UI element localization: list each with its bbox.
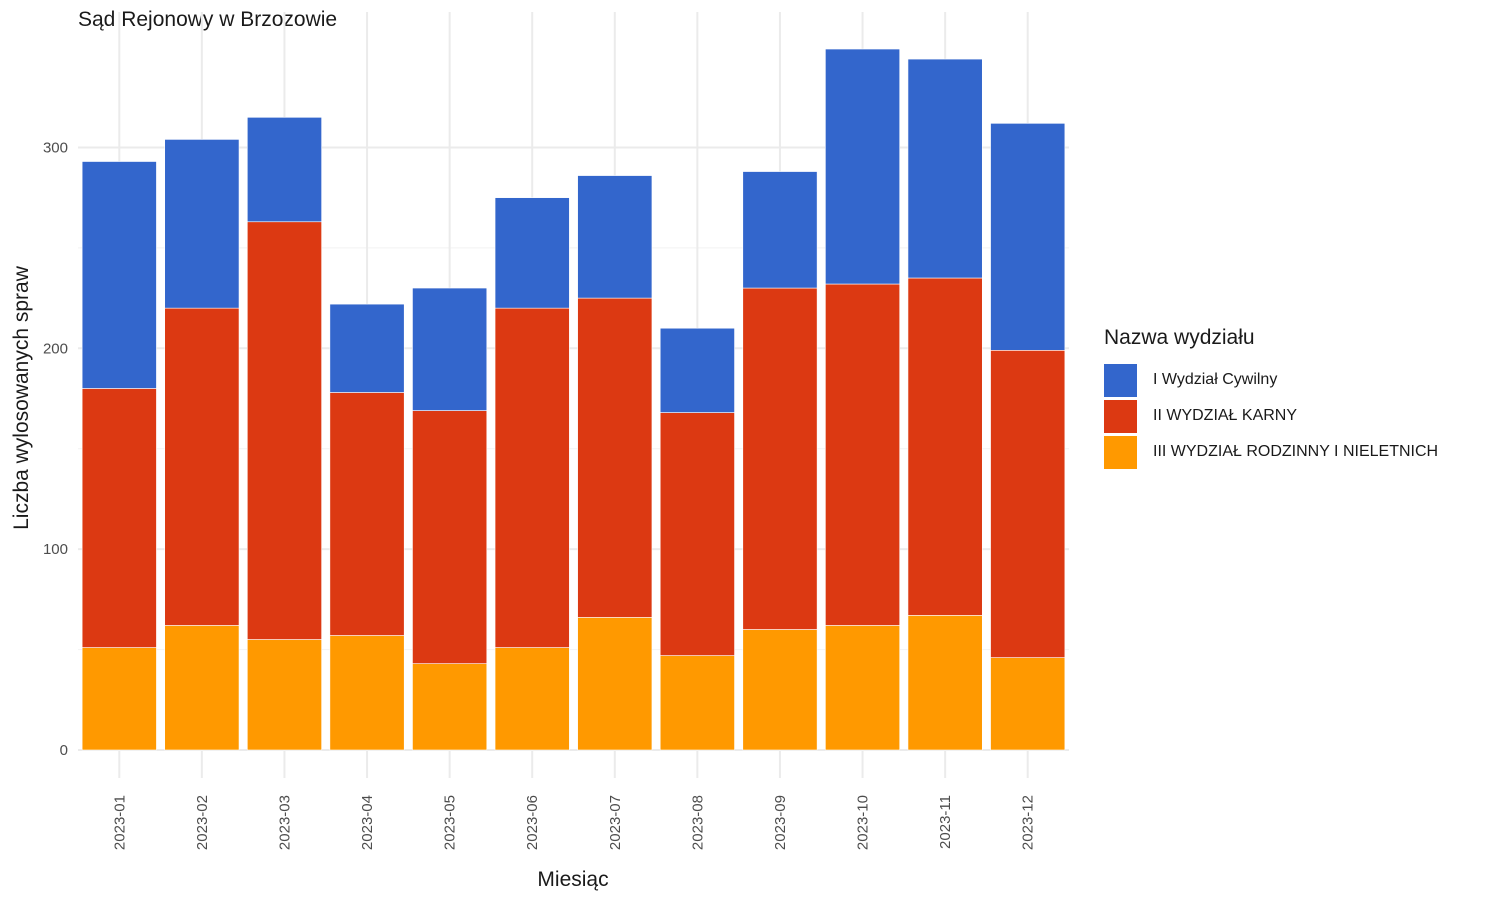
bar-segment: [659, 327, 735, 413]
bar-segment: [329, 635, 405, 751]
bar-segment: [494, 307, 570, 648]
legend-items: I Wydział Cywilny II WYDZIAŁ KARNY III WYD…: [1104, 362, 1438, 470]
bar-segment: [412, 663, 488, 751]
bar-segment: [329, 392, 405, 636]
legend: Nazwa wydziału I Wydział Cywilny II WYDZI…: [1104, 326, 1438, 470]
x-axis-ticks: 2023-01 2023-02 2023-03 2023-04 2023-05 2023-…: [111, 795, 1036, 850]
legend-item: III WYDZIAŁ RODZINNY I NIELETNICH: [1104, 434, 1438, 470]
bar-segment: [246, 639, 322, 751]
bar-segment: [164, 307, 240, 626]
x-tick-label: 2023-08: [689, 795, 706, 850]
x-tick-label: 2023-02: [194, 795, 211, 850]
x-tick-label: 2023-05: [442, 795, 459, 850]
x-tick-label: 2023-06: [524, 795, 541, 850]
chart-title: Sąd Rejonowy w Brzozowie: [78, 8, 338, 31]
bar-segment: [164, 139, 240, 309]
bar-segment: [742, 287, 818, 630]
x-axis-title: Miesiąc: [537, 868, 608, 891]
x-tick-label: 2023-03: [276, 795, 293, 850]
x-tick-label: 2023-09: [772, 795, 789, 850]
bars: [81, 48, 1066, 751]
bar-segment: [412, 287, 488, 411]
bar-segment: [577, 175, 653, 299]
legend-label: II WYDZIAŁ KARNY: [1153, 407, 1298, 424]
x-tick-label: 2023-01: [111, 795, 128, 850]
y-axis-title: Liczba wylosowanych spraw: [10, 265, 33, 530]
bar-segment: [907, 277, 983, 616]
bar-segment: [659, 655, 735, 751]
bar-segment: [412, 410, 488, 664]
legend-color-key: [1104, 435, 1137, 469]
legend-color-key: [1104, 363, 1137, 397]
legend-item: II WYDZIAŁ KARNY: [1104, 398, 1438, 434]
bar-segment: [246, 221, 322, 640]
bar-segment: [494, 197, 570, 309]
legend-title: Nazwa wydziału: [1104, 326, 1255, 349]
bar-segment: [81, 161, 157, 389]
bar-segment: [990, 657, 1066, 751]
bar-segment: [825, 625, 901, 751]
bar-segment: [81, 647, 157, 751]
x-tick-label: 2023-04: [359, 795, 376, 850]
bar-segment: [742, 629, 818, 751]
bar-segment: [494, 647, 570, 751]
bar-segment: [907, 615, 983, 751]
y-axis-ticks: 0 100 200 300: [43, 139, 68, 759]
legend-label: III WYDZIAŁ RODZINNY I NIELETNICH: [1153, 443, 1439, 460]
bar-segment: [990, 123, 1066, 351]
y-tick-label: 200: [43, 340, 68, 357]
x-tick-label: 2023-10: [855, 795, 872, 850]
legend-label: I Wydział Cywilny: [1153, 371, 1278, 388]
bar-segment: [577, 617, 653, 751]
x-tick-label: 2023-12: [1020, 795, 1037, 850]
x-tick-label: 2023-07: [607, 795, 624, 850]
bar-segment: [990, 350, 1066, 658]
y-tick-label: 300: [43, 139, 68, 156]
legend-item: I Wydział Cywilny: [1104, 362, 1438, 398]
bar-segment: [329, 303, 405, 393]
bar-segment: [907, 58, 983, 279]
bar-segment: [577, 297, 653, 618]
y-tick-label: 100: [43, 541, 68, 558]
x-tick-label: 2023-11: [937, 795, 954, 849]
bar-segment: [825, 48, 901, 285]
bar-segment: [825, 283, 901, 626]
bar-segment: [246, 117, 322, 223]
y-tick-label: 0: [60, 742, 68, 759]
bar-segment: [659, 412, 735, 656]
bar-segment: [742, 171, 818, 289]
bar-segment: [81, 388, 157, 648]
bar-segment: [164, 625, 240, 751]
legend-color-key: [1104, 399, 1137, 433]
